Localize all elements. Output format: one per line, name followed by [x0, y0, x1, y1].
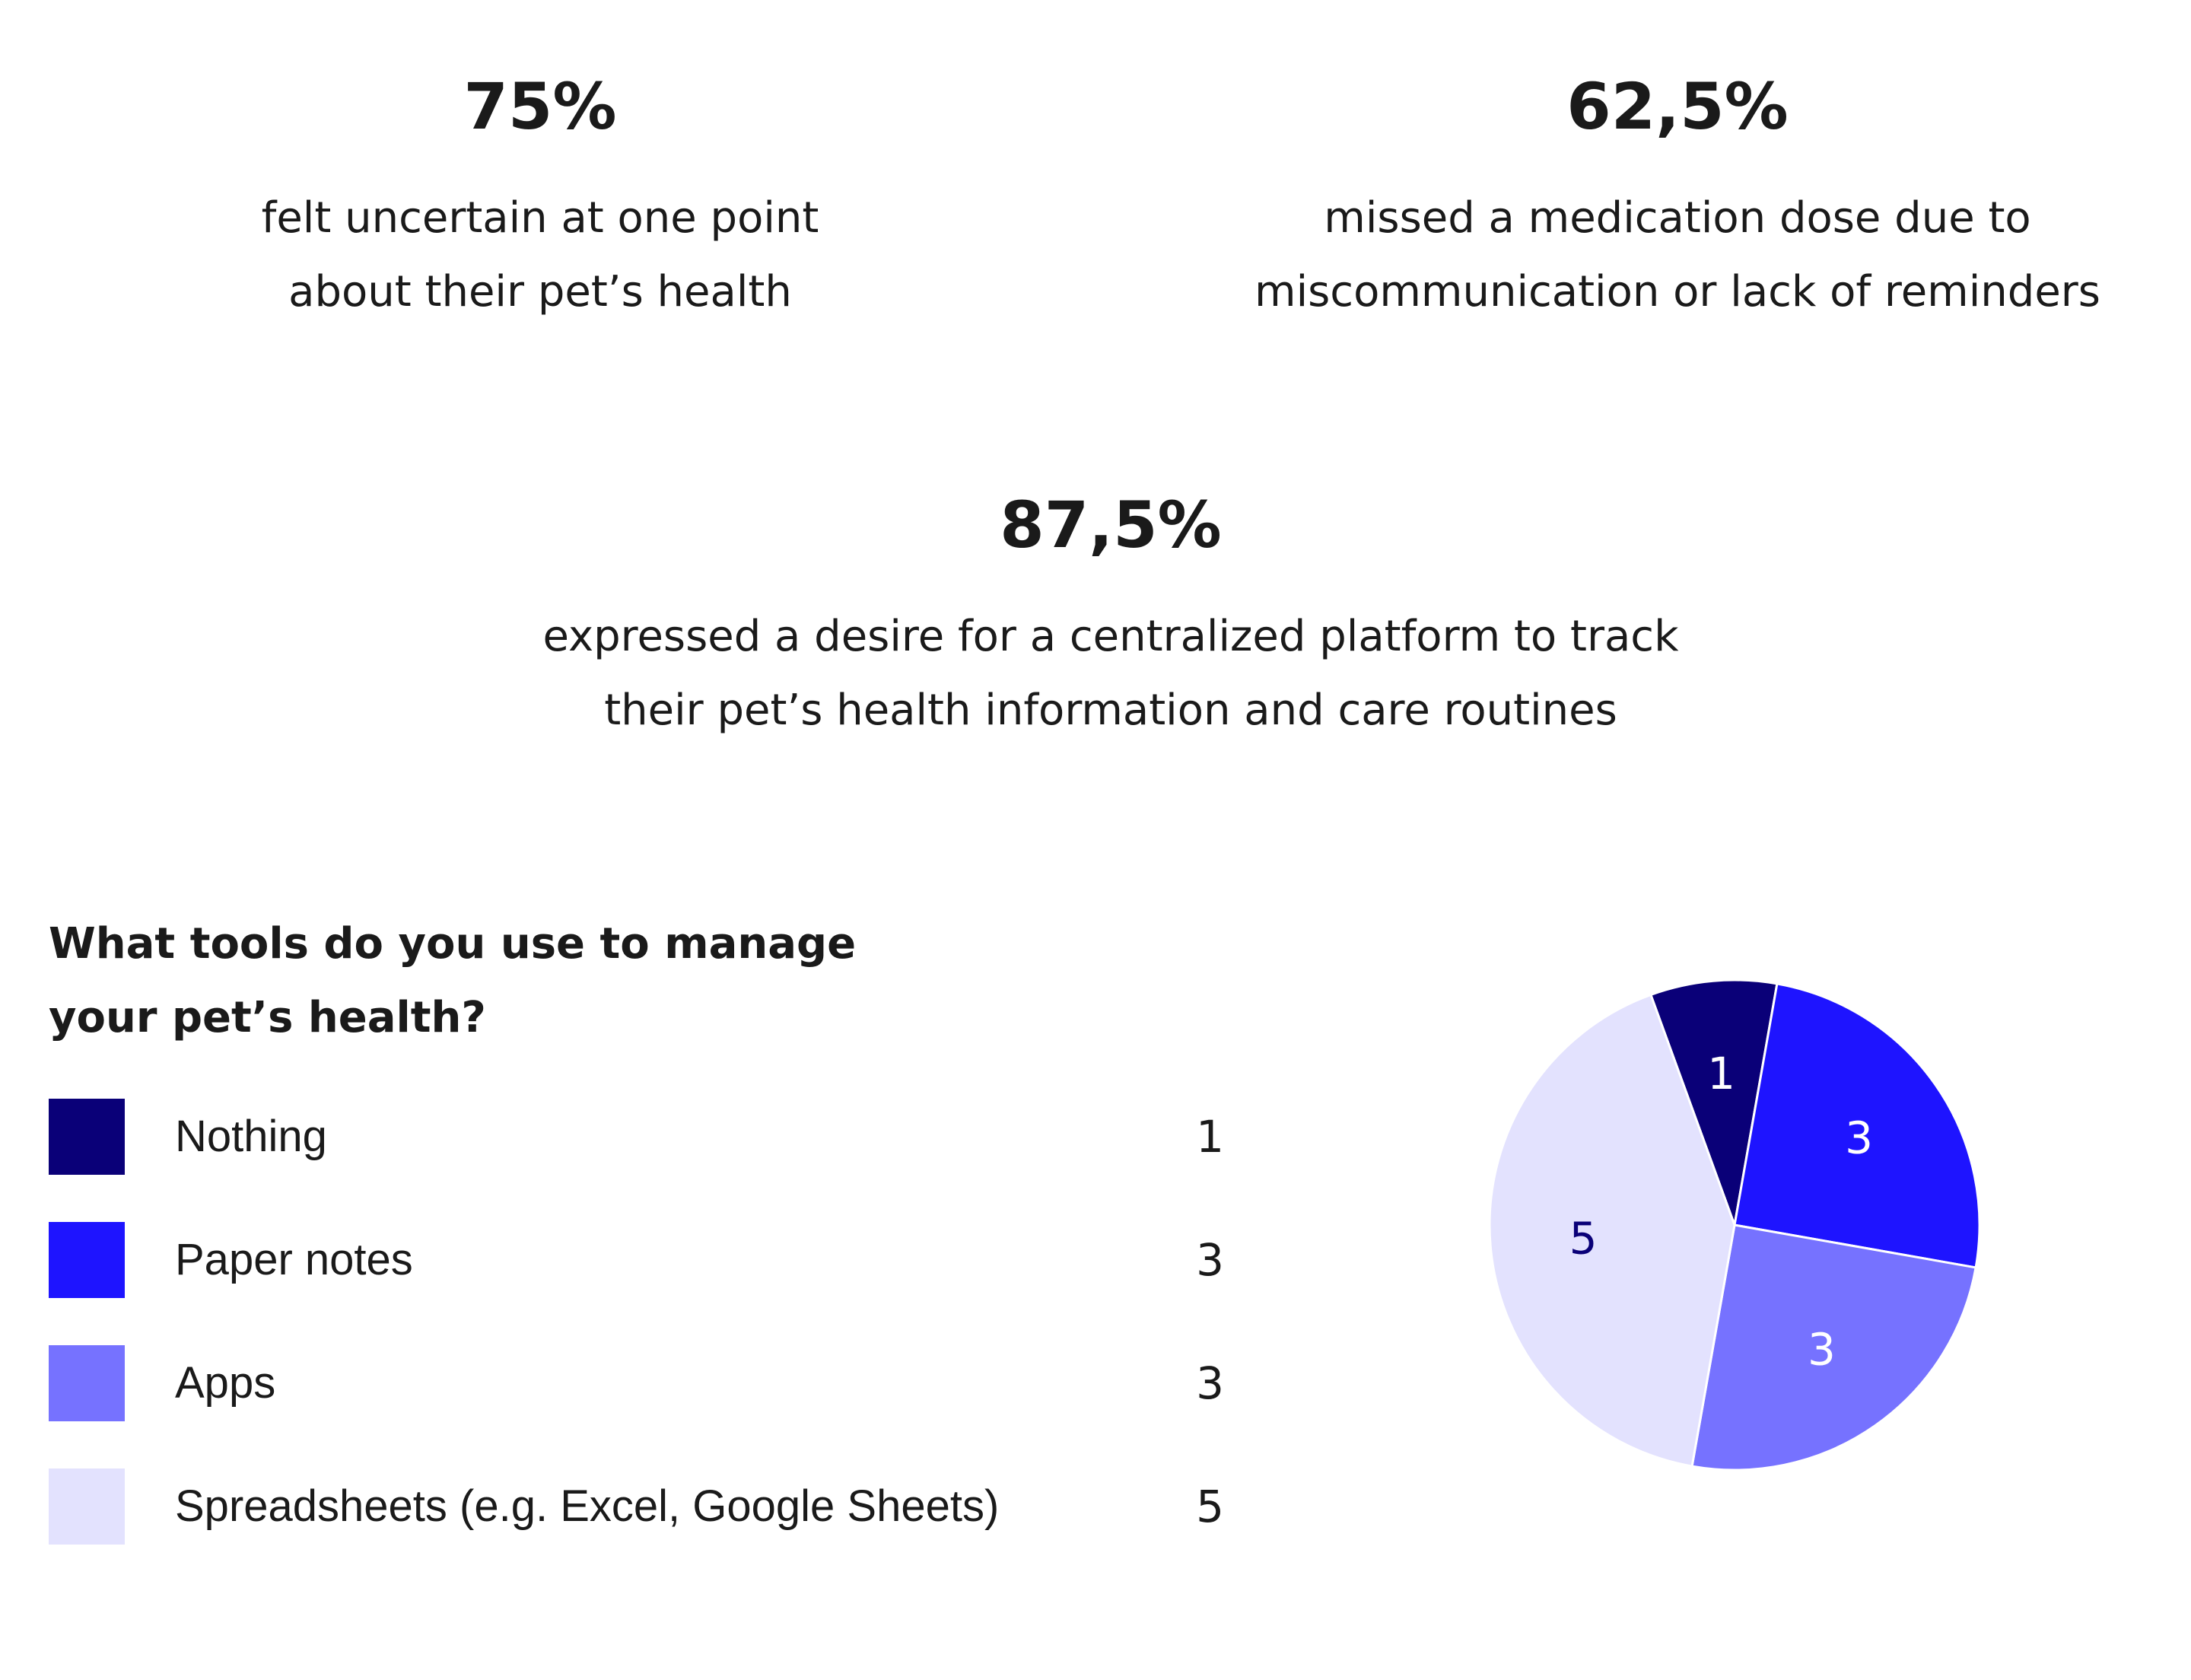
stat-description-line: about their pet’s health	[288, 267, 792, 317]
stat-description: missed a medication dose due to miscommu…	[1156, 181, 2191, 329]
pie-slice-apps	[1690, 1223, 1977, 1472]
legend-label: Nothing	[175, 1112, 327, 1161]
stat-description-line: missed a medication dose due to	[1324, 193, 2031, 243]
legend-count: 3	[1196, 1234, 1224, 1286]
legend-count: 5	[1196, 1481, 1224, 1532]
legend-item-nothing: Nothing 1	[49, 1099, 1224, 1175]
stat-description: felt uncertain at one point about their …	[160, 181, 921, 329]
pie-slice-nothing	[1649, 978, 1779, 1230]
legend-swatch	[49, 1468, 125, 1545]
legend-label: Spreadsheets (e.g. Excel, Google Sheets)	[175, 1481, 1000, 1531]
legend-label: Paper notes	[175, 1235, 413, 1284]
chart-question-title-line: your pet’s health?	[49, 993, 486, 1042]
stat-description-line: miscommunication or lack of reminders	[1254, 267, 2100, 317]
legend-item-apps: Apps 3	[49, 1345, 1224, 1421]
pie-slice-label: 3	[1808, 1324, 1836, 1376]
legend-item-paper-notes: Paper notes 3	[49, 1222, 1224, 1298]
stat-description: expressed a desire for a centralized pla…	[411, 600, 1811, 747]
pie-slice-label: 3	[1845, 1112, 1873, 1163]
stat-description-line: felt uncertain at one point	[261, 193, 819, 243]
stat-description-line: expressed a desire for a centralized pla…	[542, 612, 1679, 661]
stat-description-line: their pet’s health information and care …	[604, 686, 1617, 735]
legend-swatch	[49, 1222, 125, 1298]
pie-slice-paper	[1733, 982, 1981, 1269]
stat-centralized-platform: 87,5% expressed a desire for a centraliz…	[411, 487, 1811, 747]
stat-value: 87,5%	[1000, 488, 1222, 562]
stat-value: 75%	[463, 69, 617, 144]
legend-swatch	[49, 1099, 125, 1175]
stat-value: 62,5%	[1566, 69, 1789, 144]
legend-item-spreadsheets: Spreadsheets (e.g. Excel, Google Sheets)…	[49, 1468, 1224, 1545]
legend-label: Apps	[175, 1358, 276, 1408]
pie-slice-label: 5	[1569, 1212, 1598, 1264]
legend-count: 1	[1196, 1111, 1224, 1163]
pie-slice-spreadsheets	[1488, 993, 1736, 1468]
legend-count: 3	[1196, 1357, 1224, 1409]
chart-question-title-line: What tools do you use to manage	[49, 919, 857, 969]
stat-uncertain: 75% felt uncertain at one point about th…	[160, 68, 921, 329]
pie-slice-label: 1	[1707, 1048, 1735, 1099]
chart-question-title: What tools do you use to manage your pet…	[49, 907, 962, 1055]
pie-chart: 1 3 3 5	[1488, 978, 1981, 1472]
legend-swatch	[49, 1345, 125, 1421]
stat-missed-dose: 62,5% missed a medication dose due to mi…	[1156, 68, 2191, 329]
